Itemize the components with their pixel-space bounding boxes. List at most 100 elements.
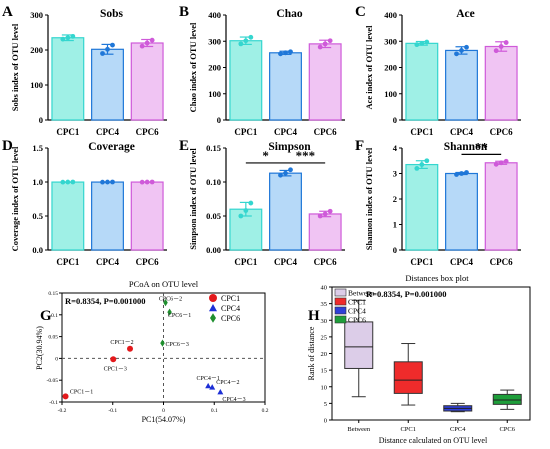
y-tick-label: 400 bbox=[208, 10, 221, 20]
bar-panel-d: D 0.0 0.5 1.0 1.5 Coverage Coverage index of O… bbox=[2, 138, 167, 267]
legend-label: CPC1 bbox=[221, 294, 240, 303]
x-tick-label: 0.1 bbox=[211, 408, 218, 414]
data-point bbox=[60, 36, 66, 42]
bar-cpc6 bbox=[484, 162, 518, 251]
y-tick-label: 0.15 bbox=[48, 291, 58, 297]
box-panel-h: H Distances box plot 0 5 10 15 20 25 30 35 40 Rank … bbox=[307, 273, 531, 445]
data-point bbox=[144, 179, 150, 185]
annotation: R=0.8354, P=0.001000 bbox=[65, 296, 146, 306]
box-cpc6 bbox=[492, 393, 522, 405]
data-point bbox=[149, 37, 155, 43]
panel-letter: G bbox=[40, 308, 52, 324]
y-axis-label: Rank of distance bbox=[307, 326, 316, 380]
data-point bbox=[278, 51, 283, 57]
y-tick-label: 200 bbox=[384, 63, 397, 73]
x-tick-label: CPC1 bbox=[234, 257, 257, 267]
legend-label: CPC4 bbox=[348, 307, 366, 316]
x-tick-label: -0.2 bbox=[58, 408, 67, 414]
bar-cpc6 bbox=[308, 43, 342, 121]
y-axis-label: Ace index of OTU level bbox=[364, 25, 374, 110]
y-tick-label: 40 bbox=[321, 285, 328, 292]
data-point bbox=[317, 44, 323, 50]
panel-letter: H bbox=[308, 308, 320, 324]
marker-diamond bbox=[210, 313, 216, 323]
bar-cpc4 bbox=[91, 48, 124, 121]
x-tick-label: CPC1 bbox=[56, 257, 79, 267]
y-tick-label: 4 bbox=[393, 143, 398, 153]
y-axis-label: PC2(30.94%) bbox=[35, 326, 44, 370]
y-tick-label: 0 bbox=[217, 115, 221, 125]
data-point bbox=[464, 170, 469, 175]
annotation: R=0.8354, P=0.001000 bbox=[366, 289, 447, 299]
panel-title: Ace bbox=[456, 8, 475, 20]
marker-triangle bbox=[205, 382, 212, 389]
x-tick-label: -0.1 bbox=[108, 408, 117, 414]
panel-letter: D bbox=[2, 138, 13, 154]
data-point bbox=[327, 38, 333, 44]
data-point bbox=[110, 42, 115, 48]
x-tick-label: CPC4 bbox=[450, 257, 473, 267]
x-tick-label: CPC1 bbox=[234, 127, 257, 137]
y-tick-label: 2 bbox=[393, 194, 397, 204]
panel-letter: A bbox=[2, 4, 13, 20]
y-axis-label: Chao index of OTU level bbox=[188, 22, 198, 112]
panel-title: Sobs bbox=[100, 8, 124, 20]
legend-swatch bbox=[334, 315, 347, 324]
x-tick-label: CPC1 bbox=[400, 426, 416, 433]
x-tick-label: CPC1 bbox=[56, 127, 79, 137]
data-point bbox=[60, 179, 66, 185]
y-tick-label: 5 bbox=[324, 401, 327, 408]
data-point bbox=[419, 40, 425, 46]
bar-cpc6 bbox=[308, 213, 342, 251]
y-tick-label: 0.05 bbox=[206, 211, 221, 221]
y-tick-label: 1.5 bbox=[32, 143, 43, 153]
bar-cpc1 bbox=[405, 42, 439, 121]
x-tick-label: CPC4 bbox=[274, 257, 297, 267]
data-point bbox=[322, 41, 328, 47]
bar-cpc4 bbox=[445, 49, 478, 121]
data-point bbox=[503, 40, 509, 45]
x-tick-label: CPC4 bbox=[96, 257, 119, 267]
legend-label: CPC4 bbox=[221, 304, 240, 313]
bar-cpc1 bbox=[405, 163, 439, 251]
x-tick-label: 0 bbox=[162, 408, 165, 414]
y-tick-label: 35 bbox=[321, 301, 328, 308]
y-axis-label: Simpson index of OTU level bbox=[188, 148, 198, 250]
y-tick-label: 400 bbox=[384, 10, 397, 20]
data-point bbox=[454, 172, 459, 177]
legend-swatch bbox=[334, 306, 347, 315]
data-point bbox=[419, 162, 425, 167]
point-label: CPC1－3 bbox=[104, 366, 127, 372]
marker-circle bbox=[209, 294, 217, 302]
x-tick-label: CPC6 bbox=[314, 257, 337, 267]
marker-triangle bbox=[217, 388, 224, 395]
data-point bbox=[459, 171, 464, 176]
bar-panel-a: A 0 100 200 300 Sobs Sobs index of OTU level CP… bbox=[2, 4, 167, 137]
data-point bbox=[283, 170, 288, 176]
y-tick-label: 0 bbox=[393, 115, 397, 125]
data-point bbox=[459, 48, 464, 53]
bar-panel-b: B 0 100 200 300 400 Chao Chao index of OTU leve… bbox=[179, 4, 345, 137]
bar-panel-f: F 0 1 2 3 4 Shannon Shannon index of OTU level C… bbox=[355, 138, 521, 267]
y-tick-label: 300 bbox=[384, 36, 397, 46]
y-tick-label: 100 bbox=[208, 89, 221, 99]
y-tick-label: 0.10 bbox=[206, 177, 221, 187]
bar-cpc4 bbox=[269, 52, 302, 121]
point-label: CPC6－3 bbox=[165, 342, 188, 348]
x-tick-label: Between bbox=[347, 426, 370, 433]
marker-triangle bbox=[209, 384, 216, 390]
bar-cpc4 bbox=[269, 172, 302, 251]
panel-title: Shannon bbox=[444, 141, 488, 153]
data-point bbox=[414, 42, 420, 48]
y-tick-label: 0 bbox=[39, 115, 43, 125]
significance-label: ** bbox=[475, 139, 488, 154]
y-tick-label: -0.05 bbox=[47, 378, 59, 384]
x-axis-label: PC1(54.07%) bbox=[142, 415, 186, 424]
legend-label: Between bbox=[348, 289, 374, 298]
y-tick-label: 0.15 bbox=[206, 143, 221, 153]
box-cpc1 bbox=[393, 361, 423, 394]
x-tick-label: 0.2 bbox=[262, 408, 269, 414]
data-point bbox=[243, 208, 249, 213]
data-point bbox=[283, 50, 288, 56]
legend-label: CPC6 bbox=[348, 316, 366, 325]
